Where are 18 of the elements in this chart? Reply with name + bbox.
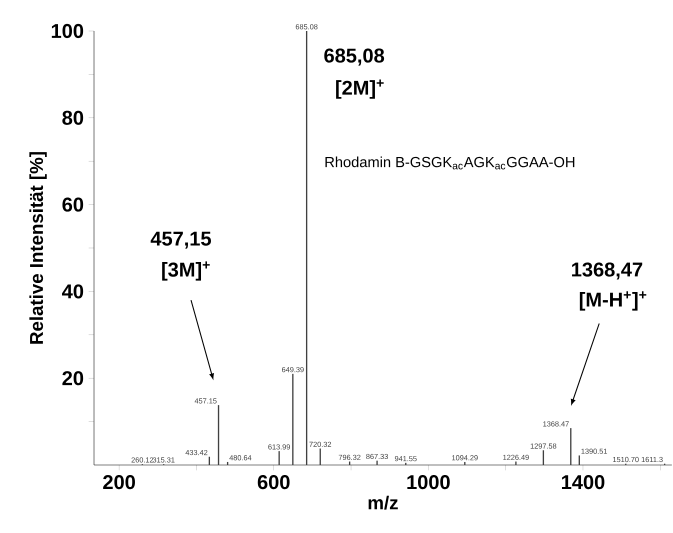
y-tick-label: 80 xyxy=(62,110,84,125)
annotation: 457,15 xyxy=(150,232,211,249)
y-axis-title: Relative Intensität [%] xyxy=(29,152,47,344)
y-tick-label: 60 xyxy=(62,198,84,212)
x-tick-label: 200 xyxy=(103,475,135,490)
x-axis-title: m/z xyxy=(368,496,398,510)
x-tick-label: 1400 xyxy=(562,475,604,490)
annotation: [3M]$^{+}$ xyxy=(162,261,210,281)
y-tick-label: 100 xyxy=(52,24,84,38)
annotation: Rhodamin B-GSGK$_{ac}$AGK$_{ac}$GGAA-OH xyxy=(325,156,574,170)
annotation: [2M]$^{+}$ xyxy=(336,80,384,99)
y-tick-label: 40 xyxy=(62,284,84,298)
annotation: [M-H$^{+}$]$^{+}$ xyxy=(580,291,646,311)
annotation: 685,08 xyxy=(324,48,384,66)
y-tick-label: 20 xyxy=(62,371,84,386)
x-tick-label: 600 xyxy=(258,475,290,490)
x-tick-label: 1000 xyxy=(407,475,450,490)
annotation: 1368,47 xyxy=(572,262,642,280)
